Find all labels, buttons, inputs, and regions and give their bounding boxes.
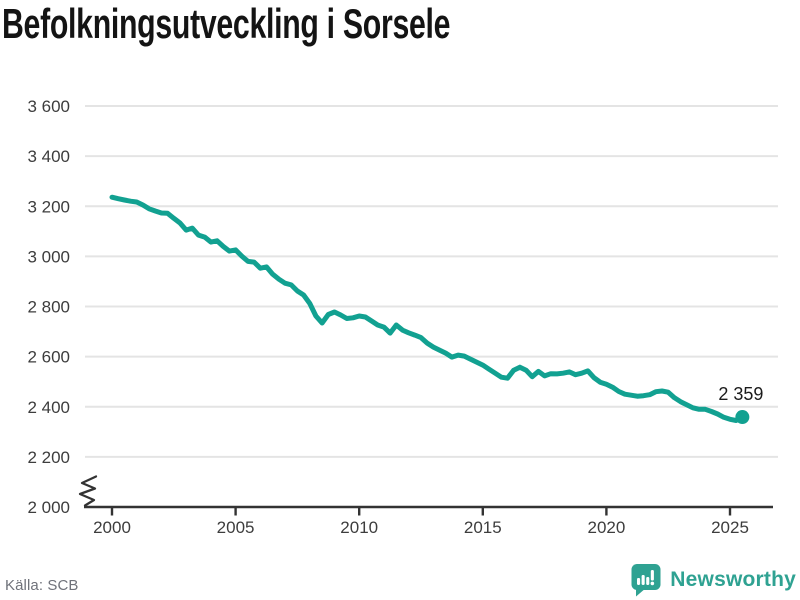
x-tick-label: 2005 — [217, 518, 255, 537]
page-title: Befolkningsutveckling i Sorsele — [2, 0, 451, 47]
x-tick-label: 2015 — [464, 518, 502, 537]
newsworthy-logo-icon — [629, 562, 663, 598]
end-point-dot — [735, 410, 750, 425]
axis-break-icon — [78, 475, 98, 507]
end-value-label: 2 359 — [718, 384, 763, 404]
x-tick-label: 2000 — [93, 518, 131, 537]
y-tick-label: 3 600 — [27, 97, 70, 116]
newsworthy-logo[interactable]: Newsworthy — [629, 561, 796, 599]
x-tick-label: 2020 — [587, 518, 625, 537]
population-line — [109, 194, 745, 423]
x-tick-label: 2025 — [711, 518, 749, 537]
y-tick-label: 2 600 — [27, 348, 70, 367]
x-tick-label: 2010 — [340, 518, 378, 537]
y-tick-label: 2 800 — [27, 298, 70, 317]
newsworthy-logo-text: Newsworthy — [670, 568, 796, 591]
y-tick-label: 2 000 — [27, 498, 70, 517]
y-tick-label: 2 200 — [27, 448, 70, 467]
y-tick-label: 3 400 — [27, 147, 70, 166]
source-note: Källa: SCB — [5, 577, 79, 594]
y-tick-label: 3 000 — [27, 247, 70, 266]
y-tick-label: 2 400 — [27, 398, 70, 417]
y-tick-label: 3 200 — [27, 197, 70, 216]
